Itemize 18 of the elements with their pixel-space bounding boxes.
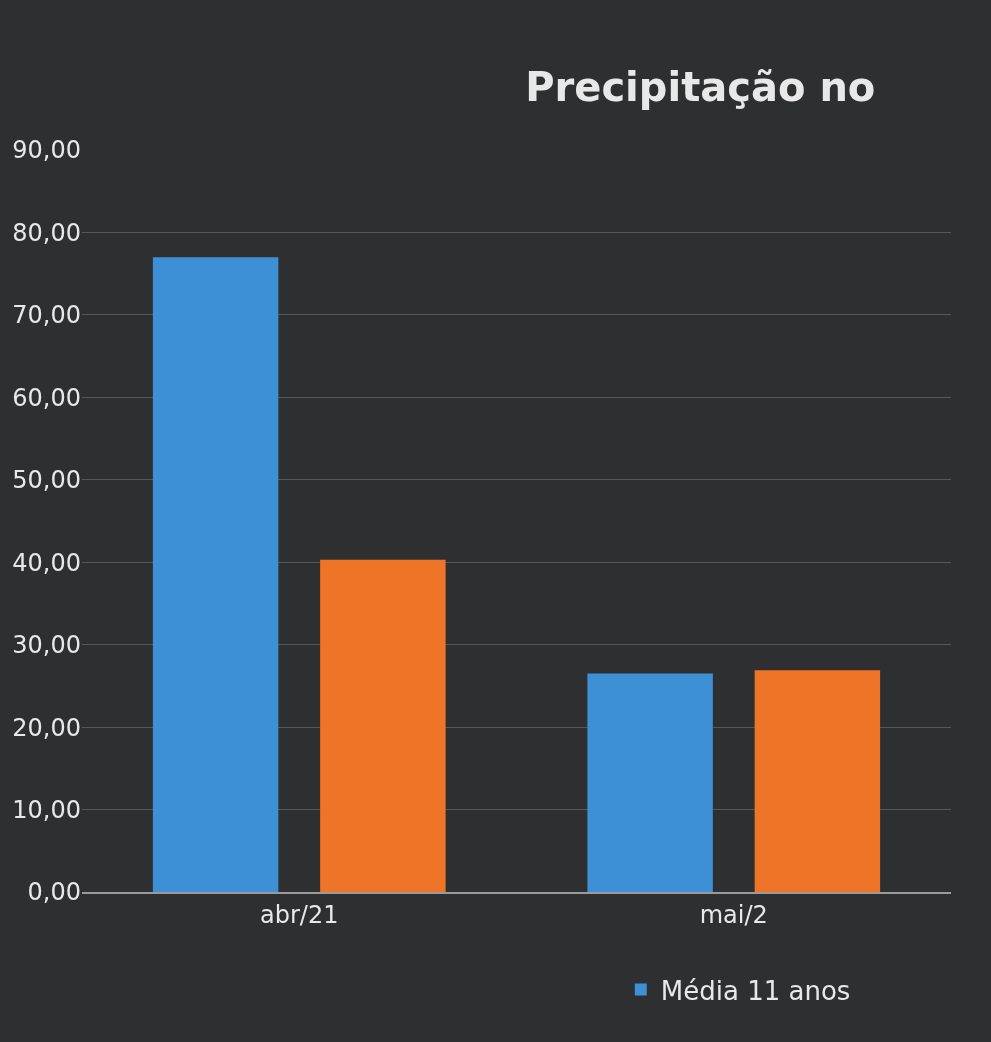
- y-tick-label: 90,00: [12, 136, 81, 165]
- y-tick-label: 10,00: [12, 795, 81, 824]
- y-tick-label: 0,00: [27, 878, 81, 907]
- x-tick-label: abr/21: [260, 900, 339, 929]
- bar: [320, 559, 446, 892]
- bar: [152, 257, 279, 892]
- y-tick-label: 40,00: [12, 548, 81, 577]
- y-tick-label: 20,00: [12, 713, 81, 742]
- y-tick-label: 70,00: [12, 301, 81, 330]
- y-tick-label: 50,00: [12, 466, 81, 495]
- y-tick-label: 80,00: [12, 218, 81, 247]
- y-tick-label: 60,00: [12, 383, 81, 412]
- bar: [587, 673, 713, 892]
- bar: [754, 670, 881, 892]
- y-tick-label: 30,00: [12, 631, 81, 660]
- x-tick-label: mai/2: [699, 900, 768, 929]
- chart-title: Precipitação no: [525, 63, 876, 110]
- legend-label: Média 11 anos: [660, 975, 851, 1006]
